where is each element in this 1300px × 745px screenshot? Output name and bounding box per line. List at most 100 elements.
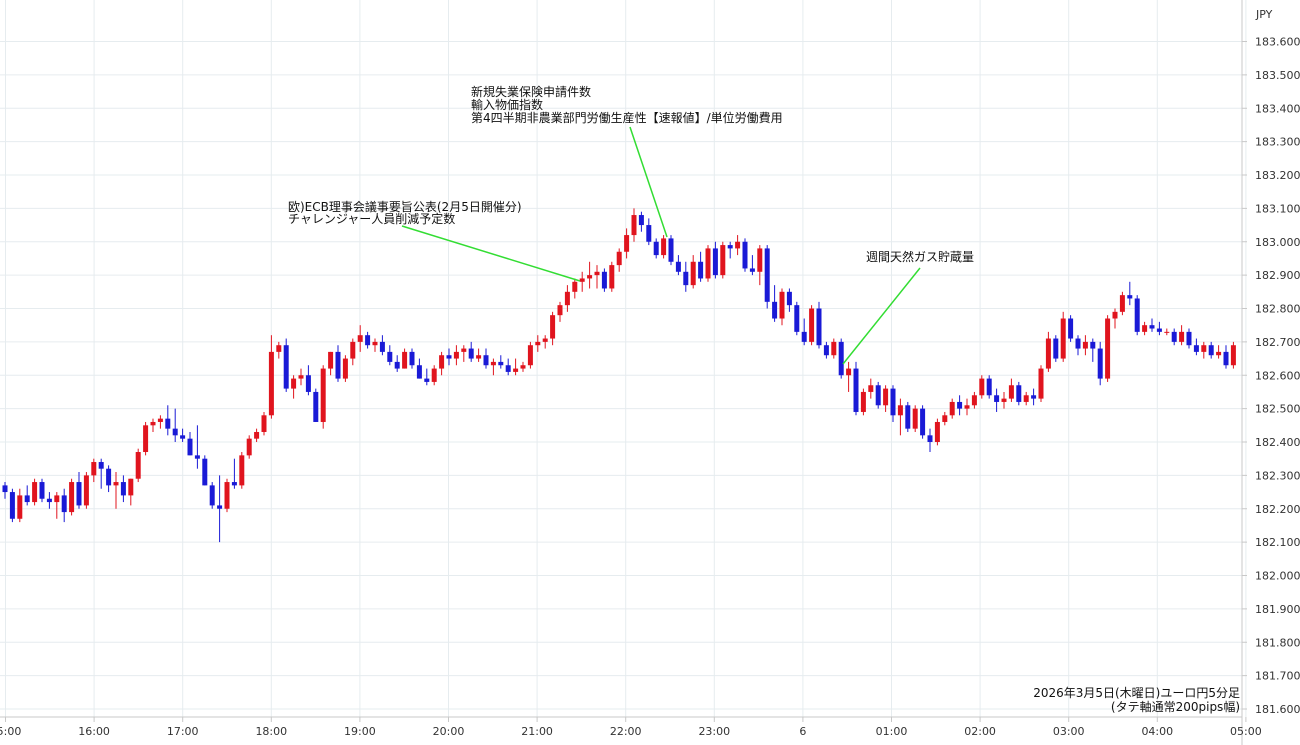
candle-body [98,462,104,469]
candle-body [594,271,600,276]
candle-body [1230,345,1236,366]
candle [194,425,200,469]
candle-body [920,408,926,436]
candle [624,228,630,259]
candle-body [742,241,748,269]
candle-body [890,388,896,416]
candle [1223,345,1229,369]
candle-body [1068,318,1074,339]
candle-body [1031,395,1037,399]
candle [846,361,852,392]
candle-body [853,368,859,412]
candle-body [402,351,408,369]
candle [350,338,356,366]
candle-body [1142,325,1148,332]
candle-body [1001,398,1007,402]
candle-body [342,358,348,379]
candle [920,405,926,439]
x-tick-label: 01:00 [876,725,908,738]
candle-body [572,281,578,292]
candle [801,318,807,346]
candle [616,248,622,272]
candle-body [727,245,733,249]
y-tick-label: 181.800 [1255,636,1300,649]
candle [631,208,637,242]
candle [816,301,822,349]
candle [61,488,67,523]
candle-body [1097,348,1103,379]
candle [764,245,770,309]
y-tick-label: 181.600 [1255,703,1300,716]
candle [143,421,149,456]
candle-body [424,378,430,382]
candle [1156,321,1162,336]
candle-body [135,452,141,479]
candle-body [794,305,800,332]
candle [1193,338,1199,356]
candle [365,331,371,349]
candle-body [224,482,230,509]
candle [439,351,445,376]
y-tick-label: 183.100 [1255,202,1300,215]
candle-body [897,405,903,416]
candle [461,345,467,362]
y-tick-label: 182.300 [1255,469,1300,482]
chart-caption-line1: 2026年3月5日(木曜日)ユーロ円5分足 [1033,686,1240,700]
candle [254,428,260,442]
candle-body [801,331,807,342]
candle [994,388,1000,412]
candle [17,488,23,523]
candle [276,341,282,359]
candle-body [638,215,644,226]
candle [853,361,859,416]
candle [91,458,97,483]
candle [579,271,585,292]
annotation-ecb-pointer [401,225,581,282]
candle [757,245,763,286]
candle-body [979,378,985,396]
candle-body [1156,328,1162,332]
candle-body [2,485,8,493]
candle [476,348,482,362]
candle-body [39,482,45,499]
candle-body [1127,295,1133,299]
candle [387,345,393,366]
candle [727,241,733,259]
candle-body [276,345,282,352]
candle-body [986,378,992,396]
candle-body [1075,338,1081,349]
candle-body [61,495,67,513]
candle [587,261,593,289]
candle-body [616,251,622,266]
candles [2,208,1236,543]
candle [468,341,474,362]
candle-body [32,482,38,503]
candle-body [601,271,607,289]
candle-body [875,385,881,406]
candle [646,218,652,246]
candle-body [476,355,482,359]
annotation-jobless-claims-pointer [629,126,668,238]
candle [749,255,755,276]
candle [187,431,193,456]
y-tick-label: 181.900 [1255,603,1300,616]
candle [809,305,815,346]
candle [1097,341,1103,386]
candle-body [1112,311,1118,319]
candle [705,245,711,282]
candle [823,341,829,359]
candle [698,251,704,282]
candle-body [468,348,474,359]
candle-body [150,421,156,426]
y-tick-label: 183.500 [1255,69,1300,82]
candle-body [779,291,785,319]
candle-body [365,335,371,346]
candle-body [328,351,334,369]
candle-body [446,355,452,359]
candle [424,368,430,386]
candle-body [143,425,149,453]
candle [513,358,519,376]
candle-body [261,415,267,432]
y-tick-label: 181.700 [1255,670,1300,683]
candle [357,325,363,352]
